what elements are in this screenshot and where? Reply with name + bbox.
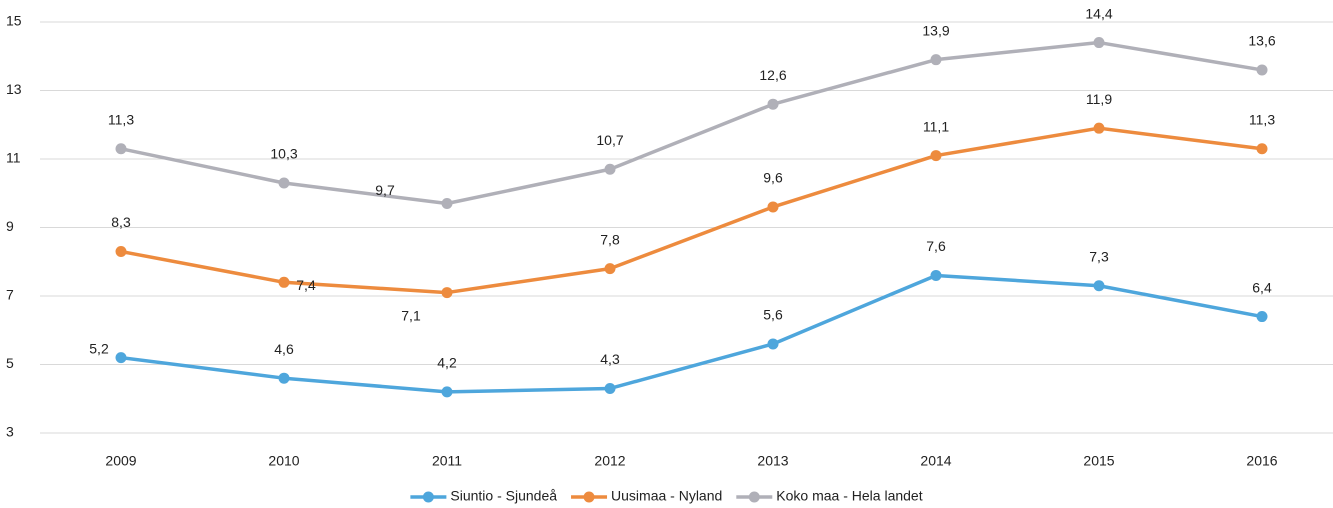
x-tick-label: 2016: [1246, 453, 1277, 469]
data-label: 7,6: [926, 238, 946, 254]
legend-label: Koko maa - Hela landet: [776, 488, 922, 504]
legend-label: Uusimaa - Nyland: [611, 488, 722, 504]
y-tick-label: 11: [6, 150, 21, 166]
legend-marker: [748, 491, 760, 503]
point: [1256, 143, 1268, 155]
point: [115, 352, 127, 364]
point: [604, 163, 616, 175]
data-label: 4,3: [600, 351, 620, 367]
legend-label: Siuntio - Sjundeå: [450, 488, 557, 504]
data-label: 14,4: [1085, 5, 1112, 21]
data-label: 9,7: [375, 182, 395, 198]
x-tick-label: 2011: [432, 453, 462, 469]
legend-item: Siuntio - Sjundeå: [410, 488, 557, 504]
x-tick-label: 2009: [105, 453, 136, 469]
legend-item: Koko maa - Hela landet: [736, 488, 923, 504]
point: [278, 372, 290, 384]
point: [115, 143, 127, 155]
legend-marker: [583, 491, 595, 503]
data-label: 7,3: [1089, 248, 1109, 264]
data-label: 6,4: [1252, 279, 1272, 295]
point: [930, 269, 942, 281]
data-label: 11,1: [923, 118, 949, 134]
point: [767, 201, 779, 213]
data-label: 12,6: [759, 67, 786, 83]
y-tick-label: 5: [6, 355, 14, 371]
data-label: 7,1: [401, 307, 421, 323]
data-label: 5,6: [763, 307, 783, 323]
data-label: 11,3: [108, 111, 134, 127]
y-tick-label: 9: [6, 218, 14, 234]
data-label: 10,7: [596, 132, 623, 148]
point: [604, 382, 616, 394]
legend-item: Uusimaa - Nyland: [571, 488, 722, 504]
series-line: [120, 126, 1263, 295]
data-label: 11,9: [1086, 91, 1112, 107]
data-label: 4,6: [274, 341, 294, 357]
point: [1256, 311, 1268, 323]
series-line: [120, 273, 1263, 394]
x-tick-label: 2014: [920, 453, 951, 469]
x-tick-label: 2012: [594, 453, 625, 469]
y-tick-label: 13: [6, 81, 22, 97]
x-tick-label: 2015: [1083, 453, 1114, 469]
data-label: 13,6: [1248, 33, 1275, 49]
point: [604, 263, 616, 275]
y-tick-label: 3: [6, 424, 14, 440]
data-label: 9,6: [763, 170, 783, 186]
x-tick-label: 2010: [268, 453, 299, 469]
point: [930, 54, 942, 66]
point: [441, 386, 453, 398]
point: [278, 276, 290, 288]
y-tick-label: 7: [6, 287, 14, 303]
data-label: 7,8: [600, 231, 620, 247]
point: [278, 177, 290, 189]
point: [441, 198, 453, 210]
y-tick-label: 15: [6, 13, 22, 29]
x-tick-label: 2013: [757, 453, 788, 469]
series-line: [120, 40, 1263, 206]
point: [930, 150, 942, 162]
data-label: 4,2: [437, 355, 457, 371]
point: [1093, 37, 1105, 49]
point: [767, 338, 779, 350]
data-label: 11,3: [1249, 111, 1275, 127]
point: [767, 98, 779, 110]
point: [115, 245, 127, 257]
data-label: 10,3: [270, 146, 297, 162]
point: [1256, 64, 1268, 76]
legend: Siuntio - Sjundeå Uusimaa - Nyland Koko ma…: [410, 488, 923, 504]
data-label: 5,2: [89, 340, 109, 356]
point: [1093, 122, 1105, 134]
data-label: 8,3: [111, 214, 131, 230]
legend-marker: [422, 491, 434, 503]
point: [1093, 280, 1105, 292]
data-label: 7,4: [296, 277, 316, 293]
point: [441, 287, 453, 299]
data-label: 13,9: [922, 22, 949, 38]
